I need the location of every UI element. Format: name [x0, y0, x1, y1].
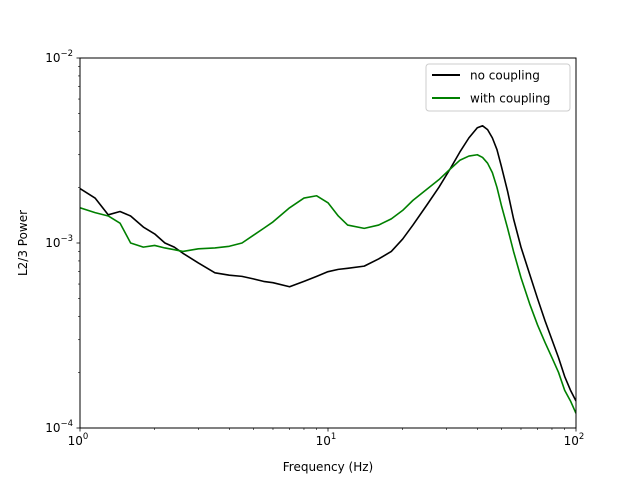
series-line-no-coupling [80, 125, 576, 402]
legend-label-with-coupling: with coupling [470, 92, 550, 106]
x-tick-label: 101 [316, 432, 337, 448]
y-tick-label: 10−4 [45, 419, 73, 435]
series-layer [80, 125, 576, 414]
x-tick-label: 102 [564, 432, 585, 448]
y-tick-label: 10−2 [45, 49, 73, 65]
y-axis-ticks: 10−4 10−3 10−2 [45, 49, 80, 435]
x-axis-label: Frequency (Hz) [283, 460, 374, 474]
legend-label-no-coupling: no coupling [470, 69, 540, 83]
legend-box [425, 63, 571, 112]
x-axis-ticks: 100 101 102 [68, 428, 585, 448]
y-tick-label: 10−3 [45, 234, 73, 250]
series-line-with-coupling [80, 153, 576, 414]
x-tick-label: 100 [68, 432, 89, 448]
legend: no coupling with coupling [425, 63, 571, 112]
y-axis-label: L2/3 Power [16, 210, 30, 276]
